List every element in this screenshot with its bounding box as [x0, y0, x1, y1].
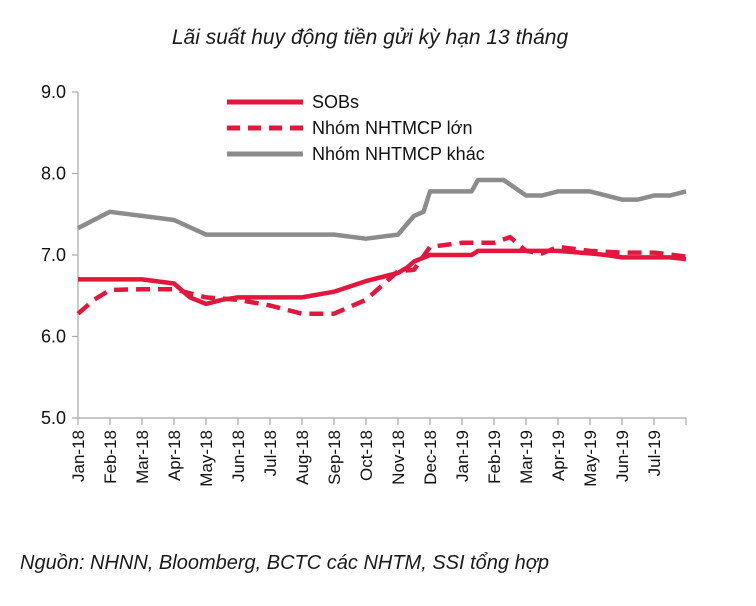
x-tick-label: Jun-19 — [613, 430, 632, 482]
x-axis-ticks: Jan-18 Feb-18 Mar-18 Apr-18 May-18 Jun-18 Jul-… — [69, 418, 687, 487]
x-tick-label: Jan-19 — [453, 430, 472, 482]
legend-label: SOBs — [312, 92, 359, 112]
x-tick-label: May-19 — [581, 430, 600, 487]
plot-area: 5.0 6.0 7.0 8.0 9.0 Jan-18 Feb-18 Mar-18 Apr-18… — [41, 82, 687, 487]
y-tick-label: 9.0 — [41, 82, 66, 102]
x-tick-label: Nov-18 — [389, 430, 408, 485]
legend-label: Nhóm NHTMCP lớn — [312, 118, 473, 138]
series-line — [78, 248, 687, 307]
x-tick-label: Mar-19 — [517, 430, 536, 484]
x-tick-label: Sep-18 — [325, 430, 344, 485]
legend-label: Nhóm NHTMCP khác — [312, 144, 485, 164]
y-tick-label: 8.0 — [41, 164, 66, 184]
x-tick-label: Jan-18 — [69, 430, 88, 482]
x-tick-label: Jun-18 — [229, 430, 248, 482]
x-tick-label: Feb-18 — [101, 430, 120, 484]
legend: SOBs Nhóm NHTMCP lớn Nhóm NHTMCP khác — [227, 92, 485, 164]
y-axis-ticks: 5.0 6.0 7.0 8.0 9.0 — [41, 82, 78, 428]
x-tick-label: Jul-19 — [645, 430, 664, 476]
x-tick-label: Apr-18 — [165, 430, 184, 481]
x-tick-label: Feb-19 — [485, 430, 504, 484]
chart-title: Lãi suất huy động tiền gửi kỳ hạn 13 thá… — [172, 26, 569, 49]
x-tick-label: May-18 — [197, 430, 216, 487]
series-line — [76, 177, 687, 241]
series-lines — [76, 177, 687, 316]
y-tick-label: 5.0 — [41, 408, 66, 428]
x-tick-label: Oct-18 — [357, 430, 376, 481]
x-tick-label: Mar-18 — [133, 430, 152, 484]
source-note: Nguồn: NHNN, Bloomberg, BCTC các NHTM, S… — [20, 552, 549, 574]
x-tick-label: Apr-19 — [549, 430, 568, 481]
x-tick-label: Aug-18 — [293, 430, 312, 485]
x-tick-label: Dec-18 — [421, 430, 440, 485]
y-tick-label: 7.0 — [41, 245, 66, 265]
y-tick-label: 6.0 — [41, 327, 66, 347]
x-tick-label: Jul-18 — [261, 430, 280, 476]
